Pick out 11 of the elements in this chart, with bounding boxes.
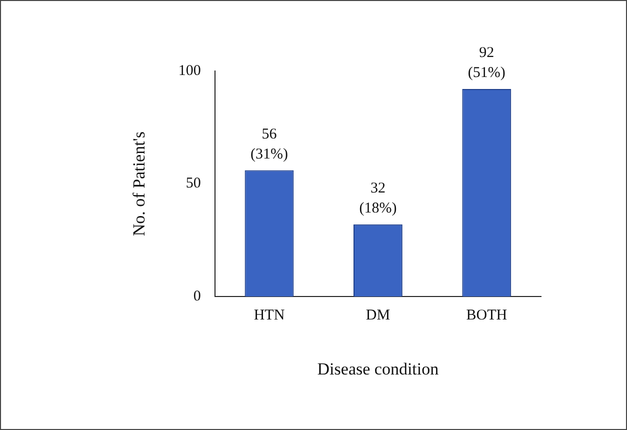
y-tick-label: 50 bbox=[186, 176, 201, 192]
x-tick-label: BOTH bbox=[466, 308, 508, 324]
x-tick-label: DM bbox=[366, 308, 390, 324]
x-tick-label: HTN bbox=[254, 308, 285, 324]
y-axis-title: No. of Patient's bbox=[130, 132, 149, 236]
x-axis-title: Disease condition bbox=[317, 359, 440, 378]
y-tick-label: 0 bbox=[193, 288, 201, 305]
data-label: 56 (31%) bbox=[250, 126, 288, 162]
data-label: 32 (18%) bbox=[359, 180, 397, 216]
y-tick-label: 100 bbox=[178, 62, 201, 79]
data-label: 92 (51%) bbox=[468, 45, 506, 82]
